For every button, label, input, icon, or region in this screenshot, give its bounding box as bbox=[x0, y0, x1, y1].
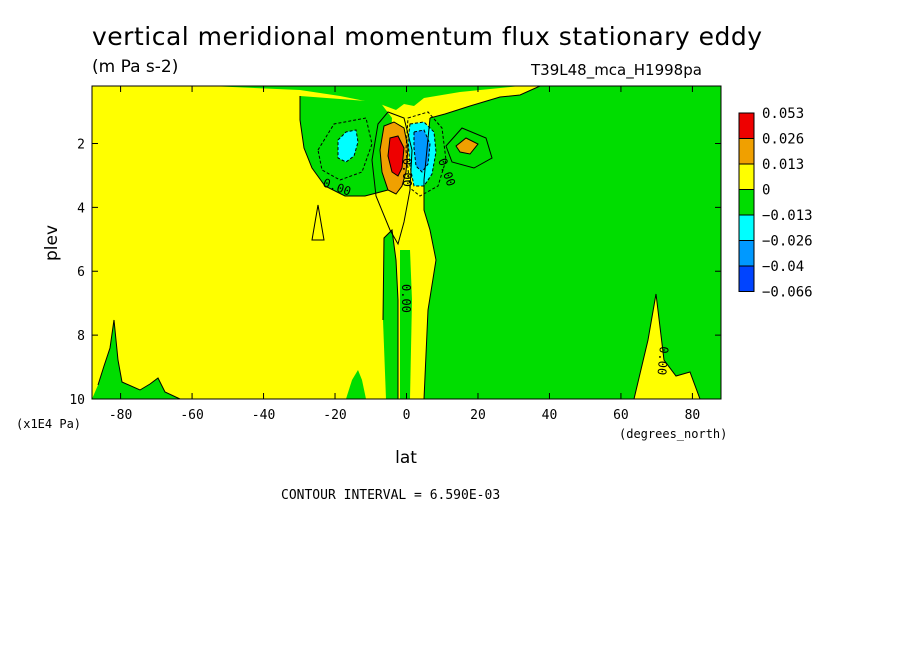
x-tick-label: -40 bbox=[252, 408, 275, 423]
contour-zero-north bbox=[429, 86, 541, 119]
contour-negative-south-outer bbox=[317, 117, 373, 181]
y-axis-label: plev bbox=[42, 225, 62, 261]
colorbar-label: −0.066 bbox=[762, 285, 813, 301]
colorbar-label: −0.04 bbox=[762, 259, 804, 275]
contour-negative-2 bbox=[413, 129, 431, 173]
colorbar-label: 0.026 bbox=[762, 132, 804, 148]
colorbar-swatch bbox=[738, 240, 755, 267]
colorbar-label: 0 bbox=[762, 183, 770, 199]
x-axis-units: (degrees_north) bbox=[619, 427, 727, 441]
y-axis-units: (x1E4 Pa) bbox=[16, 417, 81, 431]
contour-fields bbox=[92, 86, 721, 399]
contour-label: 0.00 bbox=[400, 158, 414, 187]
field-negative-east bbox=[424, 86, 721, 399]
colorbar-swatch bbox=[738, 138, 755, 165]
contour-lines bbox=[97, 86, 701, 399]
y-tick-label: 10 bbox=[69, 393, 85, 408]
contour-negative-south bbox=[337, 129, 359, 163]
field-negative-mid-south bbox=[338, 130, 358, 162]
y-tick-label: 4 bbox=[77, 201, 85, 216]
contour-north-max bbox=[455, 137, 479, 155]
contour-positive-1 bbox=[379, 121, 409, 195]
contour-zero-equator-s bbox=[382, 228, 399, 399]
x-tick-label: -60 bbox=[180, 408, 203, 423]
colorbar-label: −0.013 bbox=[762, 208, 813, 224]
colorbar-label: −0.026 bbox=[762, 234, 813, 250]
contour-positive-outer bbox=[371, 111, 413, 246]
contour-zero-south bbox=[299, 96, 389, 197]
y-tick-label: 6 bbox=[77, 265, 85, 280]
contour-zero-ne bbox=[633, 293, 701, 399]
x-tick-label: 80 bbox=[685, 408, 701, 423]
contour-north-max-outer bbox=[445, 127, 493, 169]
contour-negative-outer bbox=[405, 111, 447, 197]
chart-title: vertical meridional momentum flux statio… bbox=[92, 22, 763, 51]
x-tick-label: -20 bbox=[323, 408, 346, 423]
y-tick-label: 8 bbox=[77, 329, 85, 344]
x-axis-label: lat bbox=[395, 448, 417, 468]
x-tick-label: 20 bbox=[470, 408, 486, 423]
contour-label: 0.00 bbox=[654, 346, 670, 376]
field-negative-s-surface bbox=[346, 370, 366, 399]
colorbar-swatch bbox=[738, 214, 755, 241]
contour-interval-note: CONTOUR INTERVAL = 6.590E-03 bbox=[281, 488, 501, 503]
x-tick-label: -80 bbox=[109, 408, 132, 423]
contour-small-loop bbox=[311, 204, 325, 241]
colorbar-label: 0.053 bbox=[762, 106, 804, 122]
colorbar-swatch bbox=[738, 112, 755, 139]
field-negative-sw bbox=[92, 320, 180, 399]
y-tick-label: 2 bbox=[77, 137, 85, 152]
colorbar-label: 0.013 bbox=[762, 157, 804, 173]
contour-positive-2 bbox=[387, 135, 405, 177]
x-tick-label: 40 bbox=[542, 408, 558, 423]
colorbar-swatch bbox=[738, 163, 755, 190]
field-negative-column2 bbox=[400, 250, 412, 399]
contour-negative-1 bbox=[407, 121, 437, 187]
colorbar-swatch bbox=[738, 265, 755, 292]
contour-zero-equator-n bbox=[423, 117, 437, 399]
chart-units: (m Pa s-2) bbox=[92, 57, 179, 77]
x-tick-label: 60 bbox=[613, 408, 629, 423]
x-axis: -80 -60 -40 -20 0 20 40 60 80 bbox=[109, 86, 700, 423]
x-tick-label: 0 bbox=[403, 408, 411, 423]
colorbar: 0.053 0.026 0.013 0 −0.013 −0.026 −0.04 −0.066 bbox=[738, 106, 813, 301]
contour-label: 0.00 bbox=[399, 284, 413, 313]
colorbar-swatch bbox=[738, 189, 755, 216]
contour-lines-negative bbox=[317, 111, 447, 197]
contour-zero-sw bbox=[97, 319, 181, 399]
run-id-label: T39L48_mca_H1998pa bbox=[531, 61, 702, 79]
field-negative-column bbox=[383, 230, 398, 399]
field-positive-high bbox=[388, 136, 404, 176]
field-negative-topband bbox=[210, 86, 520, 110]
y-axis: 2 4 6 8 10 bbox=[69, 137, 721, 408]
